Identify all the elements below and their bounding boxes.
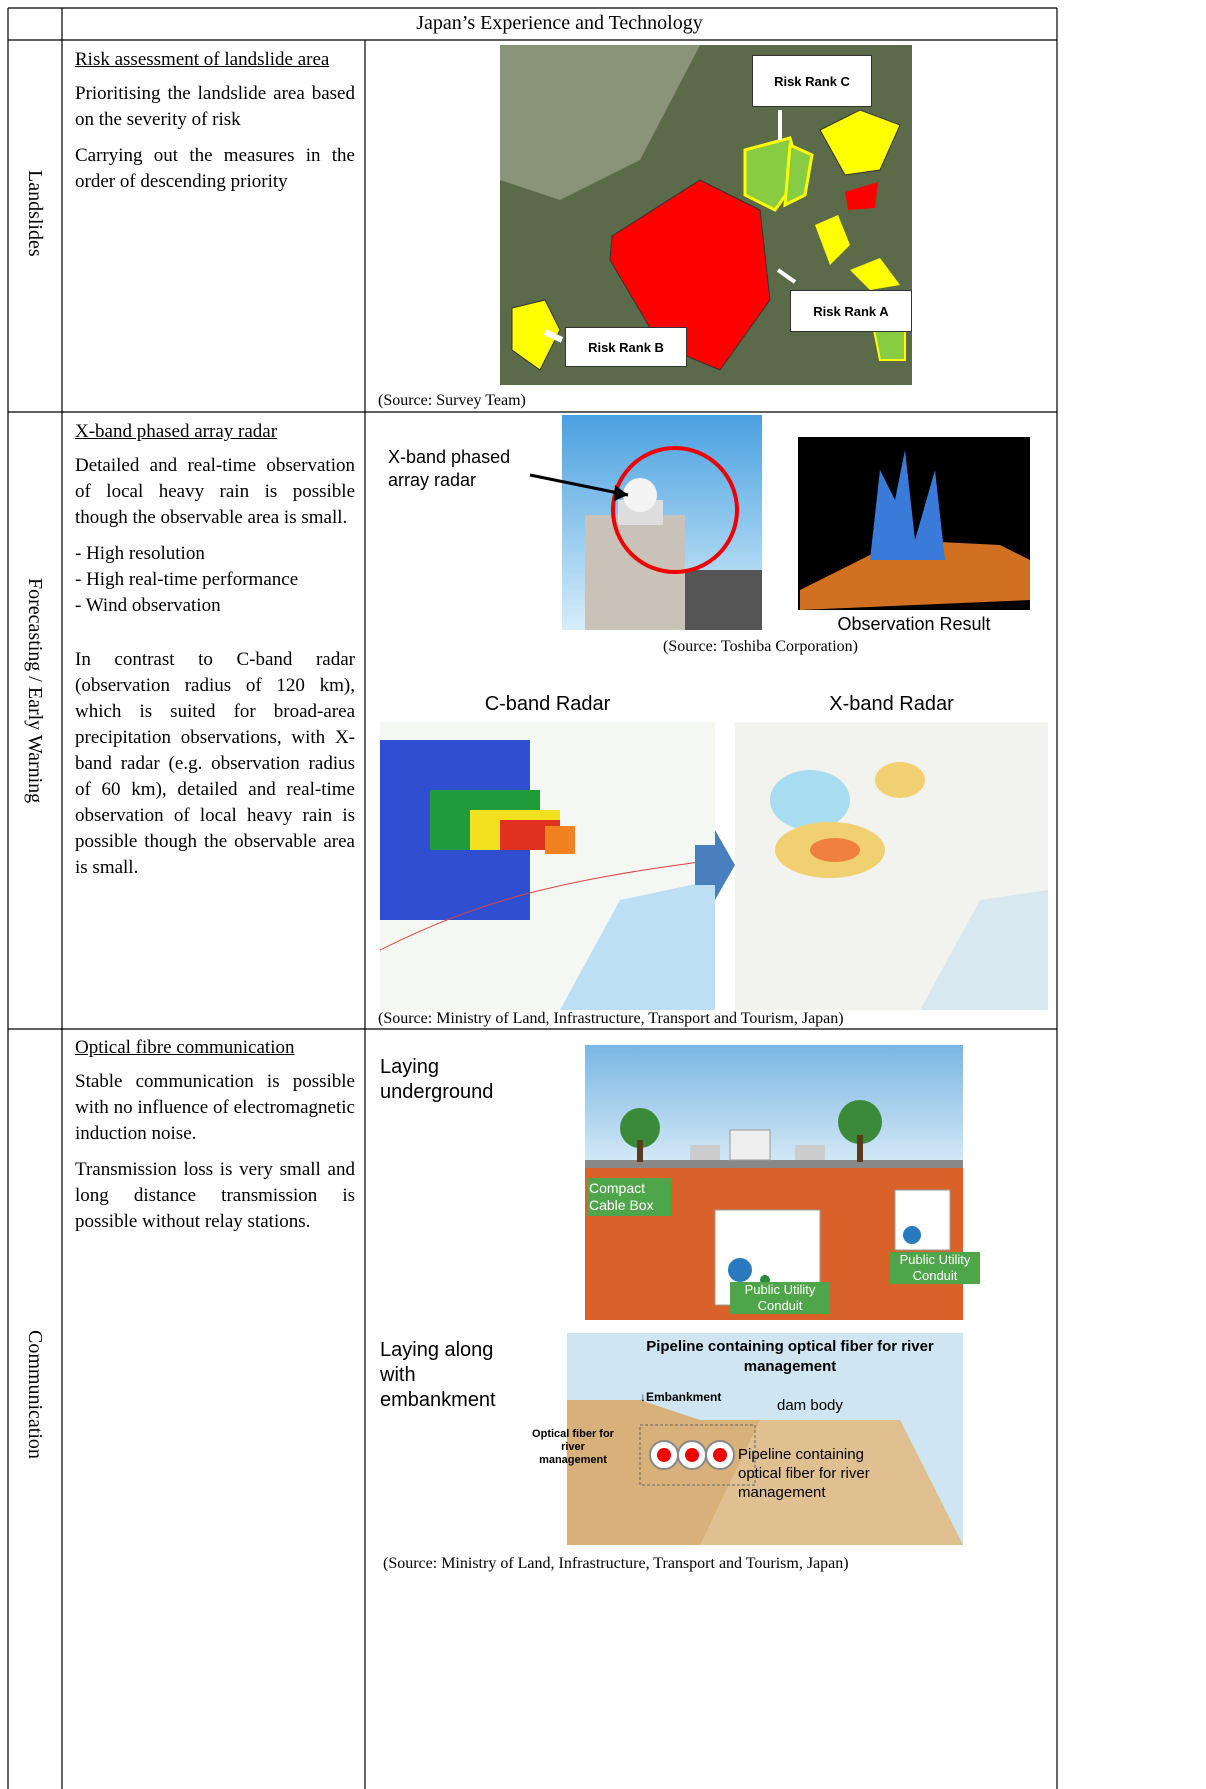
- photo-label: X-band phased array radar: [388, 447, 511, 490]
- diagram-label: Public Utility Conduit: [890, 1252, 980, 1284]
- map-label: Risk Rank B: [565, 327, 687, 367]
- figure-label: Laying along with embankment: [380, 1339, 496, 1411]
- source: (Source: Ministry of Land, Infrastructur…: [378, 1010, 844, 1027]
- text-cell: Risk assessment of landslide area Priori…: [75, 47, 355, 205]
- diagram-label: Public Utility Conduit: [730, 1282, 830, 1314]
- source: (Source: Toshiba Corporation): [663, 638, 858, 655]
- x-band-map: [735, 722, 1048, 1010]
- diagram-label: Pipeline containing optical fiber for ri…: [738, 1446, 870, 1501]
- diagram-label: dam body: [777, 1397, 843, 1414]
- header: Japan’s Experience and Technology: [416, 12, 703, 34]
- category: Communication: [24, 1330, 46, 1459]
- paragraph: Carrying out the measures in the order o…: [75, 145, 355, 192]
- map-title: X-band Radar: [829, 693, 954, 715]
- heading: X-band phased array radar: [75, 421, 278, 442]
- source: (Source: Survey Team): [378, 392, 526, 409]
- photo-label: Observation Result: [837, 614, 991, 634]
- map-label: Risk Rank C: [752, 55, 872, 107]
- c-band-map: [379, 722, 716, 1010]
- text-cell: Optical fibre communication Stable commu…: [75, 1035, 355, 1245]
- diagram-label: Optical fiber for river management: [532, 1428, 614, 1466]
- paragraph: - High real-time performance: [75, 569, 299, 590]
- paragraphs: Prioritising the landslide area based on…: [75, 81, 355, 195]
- source: (Source: Ministry of Land, Infrastructur…: [383, 1555, 849, 1572]
- heading: Risk assessment of landslide area: [75, 49, 330, 70]
- table-borders: [7, 7, 1058, 1789]
- paragraph: In contrast to C-band radar (observation…: [75, 649, 355, 878]
- observation-image: [798, 437, 1030, 610]
- embankment-diagram: [567, 1333, 963, 1545]
- diagram-label: Compact Cable Box: [587, 1178, 671, 1216]
- heading: Optical fibre communication: [75, 1037, 295, 1058]
- paragraph: - High resolution: [75, 543, 205, 564]
- paragraphs: Stable communication is possible with no…: [75, 1069, 355, 1235]
- category: Forecasting / Early Warning: [24, 578, 46, 804]
- map-title: C-band Radar: [484, 693, 611, 715]
- map-label: Risk Rank A: [790, 290, 912, 332]
- figure-label: Laying underground: [380, 1056, 494, 1103]
- paragraphs: Detailed and real-time observation of lo…: [75, 453, 355, 881]
- paragraph: Prioritising the landslide area based on…: [75, 83, 355, 130]
- paragraph: - Wind observation: [75, 595, 221, 616]
- arrow: [695, 830, 735, 900]
- diagram-label: ↓Embankment: [640, 1390, 722, 1404]
- radar-photo: [529, 415, 762, 630]
- diagram-title: Pipeline containing optical fiber for ri…: [646, 1338, 934, 1375]
- category: Landslides: [24, 170, 46, 257]
- text-cell: X-band phased array radar Detailed and r…: [75, 419, 355, 891]
- paragraph: Transmission loss is very small and long…: [75, 1159, 355, 1232]
- paragraph: Stable communication is possible with no…: [75, 1071, 355, 1144]
- paragraph: Detailed and real-time observation of lo…: [75, 455, 355, 528]
